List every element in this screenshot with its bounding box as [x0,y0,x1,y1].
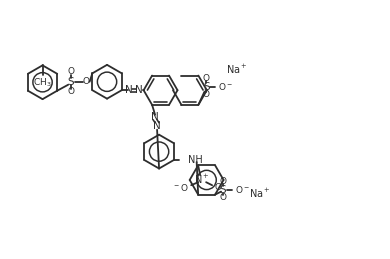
Text: $^-$O: $^-$O [172,182,188,193]
Text: NH: NH [188,155,202,165]
Text: S: S [203,82,210,92]
Text: N: N [151,112,159,122]
Text: O: O [68,67,74,76]
Text: O: O [203,90,210,99]
Text: N: N [135,85,142,95]
Text: O: O [220,177,227,186]
Text: O: O [214,183,221,192]
Text: O$^-$: O$^-$ [235,184,250,195]
Text: N: N [153,121,161,131]
Text: O: O [68,87,74,96]
Text: S: S [220,185,226,195]
Text: N: N [125,85,133,95]
Text: O: O [220,193,227,202]
Text: O: O [83,77,90,86]
Text: O: O [203,75,210,83]
Text: CH$_3$: CH$_3$ [33,77,52,90]
Text: N$^+$: N$^+$ [194,173,210,186]
Text: S: S [68,77,74,87]
Text: Na$^+$: Na$^+$ [249,187,271,200]
Text: Na$^+$: Na$^+$ [226,62,248,76]
Text: O$^-$: O$^-$ [218,81,233,92]
